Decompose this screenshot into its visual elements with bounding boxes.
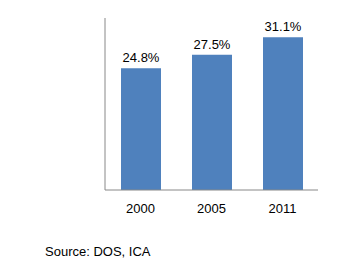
html-text:Source: DOS, ICA: Source: DOS, ICA — [45, 244, 151, 259]
svg-text:2011: 2011 — [269, 201, 297, 216]
svg-text:2000: 2000 — [126, 201, 155, 216]
svg-text:2005: 2005 — [197, 201, 226, 216]
svg-text:31.1%: 31.1% — [265, 19, 302, 34]
svg-text:24.8%: 24.8% — [123, 50, 160, 65]
svg-text:27.5%: 27.5% — [194, 37, 231, 52]
